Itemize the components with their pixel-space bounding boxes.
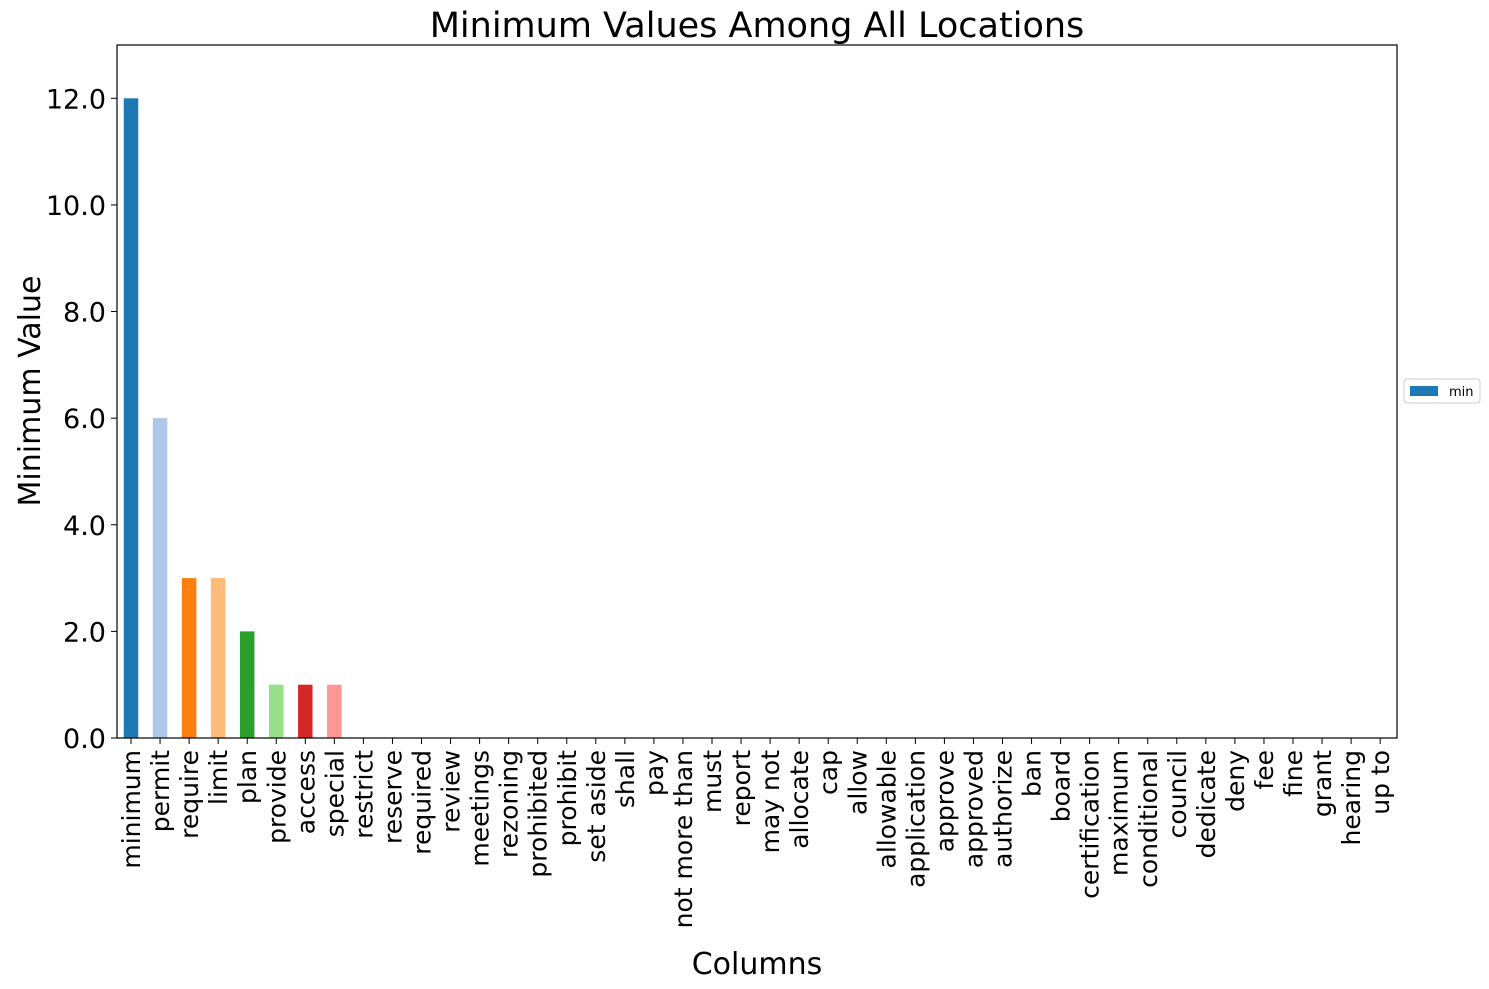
x-tick-label: reserve bbox=[378, 750, 407, 844]
y-axis-label: Minimum Value bbox=[13, 276, 48, 507]
y-tick-label: 4.0 bbox=[63, 511, 106, 542]
bar-permit bbox=[152, 418, 168, 738]
y-tick-label: 6.0 bbox=[63, 404, 106, 435]
x-tick-label: fine bbox=[1279, 750, 1308, 797]
x-tick-label: board bbox=[1047, 750, 1076, 822]
x-tick-label: approve bbox=[930, 750, 959, 852]
x-tick-label: allowable bbox=[872, 750, 901, 868]
y-tick-label: 2.0 bbox=[63, 617, 106, 648]
x-tick-label: shall bbox=[611, 750, 640, 808]
legend-frame bbox=[1403, 378, 1481, 404]
x-tick-label: cap bbox=[814, 750, 843, 795]
legend-swatch-min bbox=[1410, 386, 1438, 396]
x-tick-label: ban bbox=[1018, 750, 1047, 797]
x-tick-label: allocate bbox=[785, 750, 814, 849]
x-tick-label: restrict bbox=[349, 750, 378, 839]
x-tick-label: approved bbox=[959, 750, 988, 868]
x-tick-label: plan bbox=[233, 750, 262, 804]
x-tick-label: deny bbox=[1221, 750, 1250, 812]
x-tick-label: set aside bbox=[582, 750, 611, 863]
x-tick-label: certification bbox=[1076, 750, 1105, 899]
y-axis: 0.0 2.0 4.0 6.0 8.0 10.0 12.0 bbox=[46, 84, 117, 755]
bar-special bbox=[327, 684, 342, 738]
x-tick-label: limit bbox=[204, 750, 233, 805]
chart-title: Minimum Values Among All Locations bbox=[430, 6, 1085, 46]
x-tick-label: prohibit bbox=[553, 750, 582, 846]
x-tick-label: up to bbox=[1366, 750, 1395, 815]
bar-limit bbox=[210, 578, 226, 738]
x-tick-label: allow bbox=[843, 750, 872, 815]
x-tick-label: not more than bbox=[669, 750, 698, 928]
x-tick-label: rezoning bbox=[495, 750, 524, 858]
x-tick-label: dedicate bbox=[1192, 750, 1221, 858]
x-tick-label: report bbox=[727, 750, 756, 827]
plot-frame bbox=[116, 44, 1398, 739]
x-axis-label: Columns bbox=[692, 947, 823, 982]
x-tick-label: grant bbox=[1308, 750, 1337, 817]
x-tick-label: maximum bbox=[1105, 750, 1134, 876]
x-tick-label: require bbox=[175, 750, 204, 839]
x-tick-label: may not bbox=[756, 750, 785, 854]
x-tick-label: provide bbox=[262, 750, 291, 844]
bar-minimum bbox=[123, 98, 139, 738]
x-tick-label: application bbox=[901, 750, 930, 888]
x-tick-label: must bbox=[698, 750, 727, 813]
x-tick-label: council bbox=[1163, 750, 1192, 838]
y-tick-label: 10.0 bbox=[46, 191, 106, 222]
bars-group bbox=[123, 98, 342, 738]
x-tick-label: review bbox=[437, 750, 466, 833]
x-tick-label: conditional bbox=[1134, 750, 1163, 888]
x-tick-label: required bbox=[408, 750, 437, 855]
x-tick-label: meetings bbox=[466, 750, 495, 867]
y-tick-label: 0.0 bbox=[63, 724, 106, 755]
x-tick-label: special bbox=[320, 750, 349, 837]
x-tick-label: access bbox=[291, 750, 320, 834]
x-tick-label: prohibited bbox=[524, 750, 553, 878]
x-tick-label: hearing bbox=[1337, 750, 1366, 845]
bar-plan bbox=[239, 631, 255, 738]
y-tick-label: 12.0 bbox=[46, 84, 106, 115]
x-tick-label: minimum bbox=[117, 750, 146, 869]
y-tick-label: 8.0 bbox=[63, 298, 106, 329]
x-tick-label: fee bbox=[1250, 750, 1279, 790]
x-tick-label: permit bbox=[146, 750, 175, 832]
x-tick-label: pay bbox=[640, 750, 669, 796]
legend-label-min: min bbox=[1449, 385, 1474, 400]
legend: min bbox=[1403, 378, 1481, 404]
bar-access bbox=[298, 684, 313, 738]
bar-require bbox=[181, 578, 197, 738]
x-axis: minimum permit require limit plan provide acce… bbox=[117, 738, 1395, 928]
bar-provide bbox=[269, 684, 284, 738]
x-tick-label: authorize bbox=[989, 750, 1018, 868]
